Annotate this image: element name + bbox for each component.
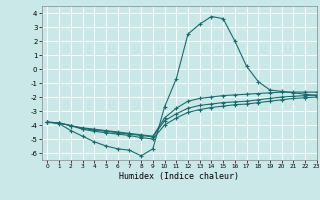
X-axis label: Humidex (Indice chaleur): Humidex (Indice chaleur) xyxy=(119,172,239,181)
